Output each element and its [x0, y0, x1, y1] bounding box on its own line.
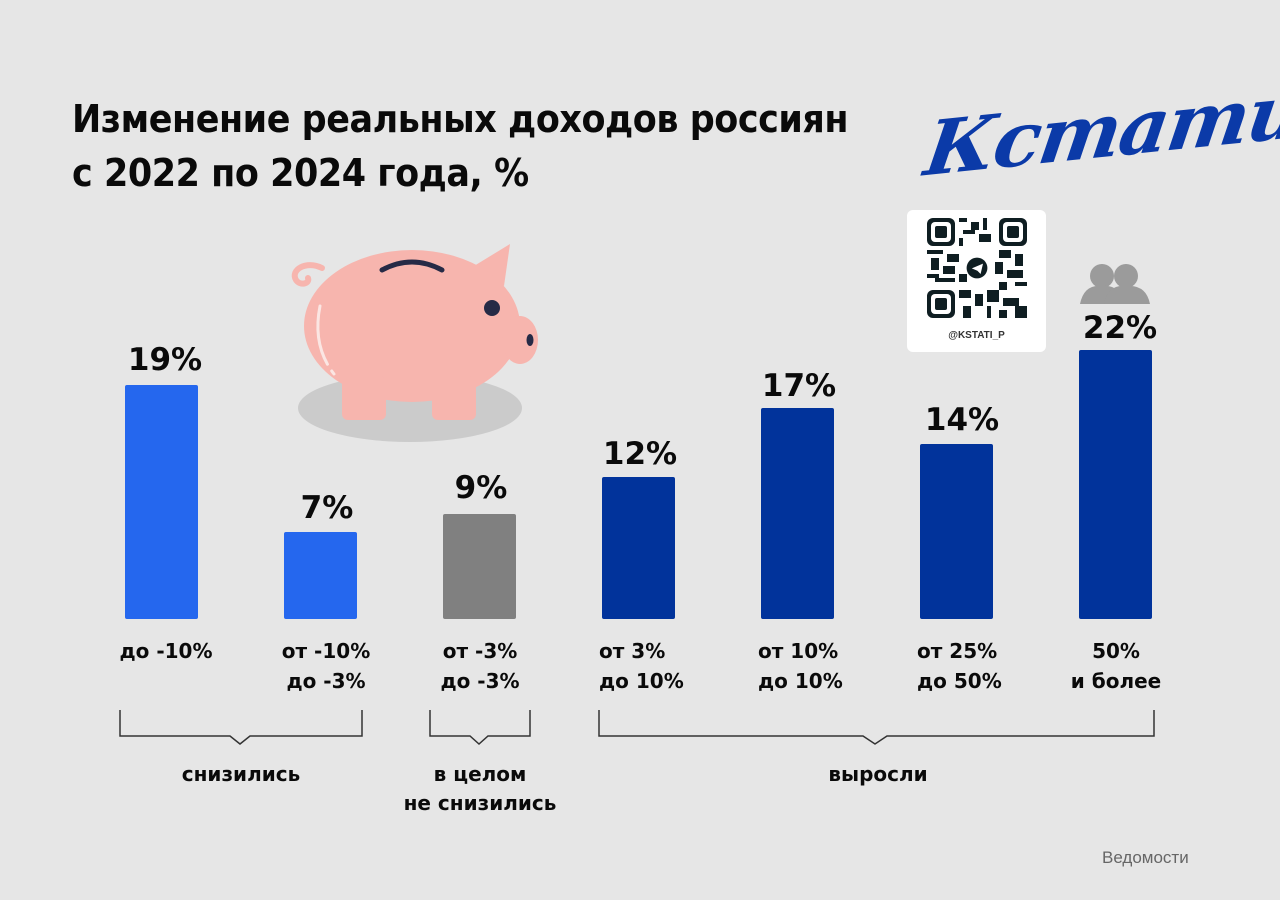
piggy-bank-icon	[291, 244, 538, 442]
chart-title: Изменение реальных доходов россиян с 202…	[72, 92, 849, 200]
title-line-2: с 2022 по 2024 года, %	[72, 151, 529, 195]
people-icon	[1080, 264, 1150, 304]
kstati-logo: Кстати,	[919, 63, 1280, 194]
qr-code-card[interactable]: @KSTATI_P	[907, 210, 1046, 352]
bracket-decreased	[119, 710, 363, 745]
group-label-decreased: снизились	[181, 762, 301, 786]
qr-code-icon	[927, 218, 1027, 318]
bar-3-value: 9%	[454, 470, 508, 506]
group-label-neutral: в целом не снизились	[403, 762, 557, 815]
bar-4[interactable]	[602, 477, 675, 619]
bar-1-value: 19%	[127, 342, 203, 378]
category-label-4: от 3% до 10%	[599, 639, 684, 693]
category-label-3: от -3% до -3%	[440, 639, 520, 693]
category-label-6: от 25% до 50%	[917, 639, 1002, 693]
bracket-neutral	[429, 710, 531, 746]
category-label-1: до -10%	[119, 639, 213, 663]
category-label-2: от -10% до -3%	[281, 639, 371, 693]
qr-handle: @KSTATI_P	[948, 330, 1005, 341]
bar-5[interactable]	[761, 408, 834, 619]
bar-2[interactable]	[284, 532, 357, 619]
telegram-icon	[971, 263, 983, 274]
group-label-increased: выросли	[828, 762, 928, 786]
bar-7[interactable]	[1079, 350, 1152, 619]
source-credit: Ведомости	[1102, 848, 1189, 867]
bar-4-value: 12%	[602, 436, 678, 472]
bar-7-value: 22%	[1082, 310, 1158, 346]
bar-1[interactable]	[125, 385, 198, 619]
bar-6-value: 14%	[924, 402, 1000, 438]
bracket-increased	[598, 710, 1155, 745]
category-label-5: от 10% до 10%	[758, 639, 843, 693]
bar-6[interactable]	[920, 444, 993, 619]
bar-3[interactable]	[443, 514, 516, 619]
bar-5-value: 17%	[761, 368, 837, 404]
title-line-1: Изменение реальных доходов россиян	[72, 97, 849, 141]
category-label-7: 50% и более	[1070, 639, 1162, 693]
bar-2-value: 7%	[300, 490, 354, 526]
